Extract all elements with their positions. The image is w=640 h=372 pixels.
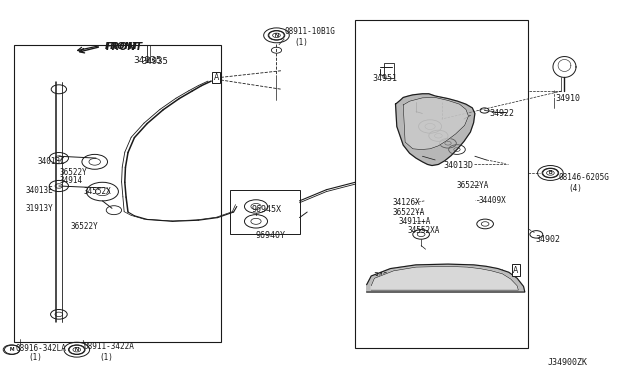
Polygon shape — [367, 264, 525, 292]
Text: 34552XA: 34552XA — [407, 226, 440, 235]
Text: J34900ZK: J34900ZK — [548, 358, 588, 367]
Text: 34013C: 34013C — [37, 157, 65, 166]
Polygon shape — [403, 97, 468, 150]
Text: 34935: 34935 — [133, 56, 161, 65]
Text: 31913Y: 31913Y — [26, 204, 53, 213]
Text: 34911+A: 34911+A — [399, 217, 431, 226]
Text: 34914: 34914 — [60, 176, 83, 185]
Text: 34910: 34910 — [556, 94, 580, 103]
Text: 36522YA: 36522YA — [457, 181, 490, 190]
Text: (1): (1) — [99, 353, 113, 362]
Text: FRONT: FRONT — [106, 42, 143, 52]
Text: A: A — [513, 266, 518, 275]
Bar — [230, 190, 300, 234]
Text: N: N — [275, 33, 278, 38]
Bar — [355, 20, 528, 348]
Text: 36522Y: 36522Y — [70, 222, 98, 231]
Text: 36522YA: 36522YA — [392, 208, 425, 217]
Text: B: B — [548, 170, 552, 176]
Text: 34918: 34918 — [374, 272, 399, 280]
Text: N: N — [75, 347, 79, 352]
Text: B: B — [548, 170, 552, 176]
Text: 96940Y: 96940Y — [255, 231, 285, 240]
Text: 34013D: 34013D — [444, 161, 474, 170]
Text: (4): (4) — [568, 185, 582, 193]
Text: FRONT: FRONT — [104, 42, 139, 51]
Bar — [384, 63, 394, 78]
Text: 34951: 34951 — [372, 74, 397, 83]
Text: 36522Y: 36522Y — [60, 169, 87, 177]
Text: 08911-10B1G: 08911-10B1G — [284, 27, 335, 36]
Text: 34902: 34902 — [535, 235, 560, 244]
Text: 08916-342LA: 08916-342LA — [16, 344, 67, 353]
Text: 96945X: 96945X — [252, 205, 282, 214]
Text: 34935: 34935 — [141, 57, 168, 66]
Text: 34126X: 34126X — [392, 198, 420, 207]
Text: 34552X: 34552X — [83, 187, 111, 196]
Bar — [404, 275, 445, 285]
Text: N: N — [275, 33, 278, 38]
Text: 34409X: 34409X — [479, 196, 506, 205]
Text: M: M — [10, 347, 15, 352]
Bar — [14, 45, 221, 342]
Polygon shape — [371, 266, 518, 290]
Text: (1): (1) — [29, 353, 43, 362]
Text: 34922: 34922 — [489, 109, 514, 118]
Text: 08911-3422A: 08911-3422A — [83, 342, 134, 351]
Text: N: N — [75, 347, 79, 352]
Text: 34013E: 34013E — [26, 186, 53, 195]
Text: (1): (1) — [294, 38, 308, 47]
Text: 08146-6205G: 08146-6205G — [558, 173, 609, 182]
Text: A: A — [214, 73, 219, 82]
Polygon shape — [396, 94, 475, 166]
Bar — [397, 269, 502, 287]
Text: M: M — [9, 347, 14, 352]
